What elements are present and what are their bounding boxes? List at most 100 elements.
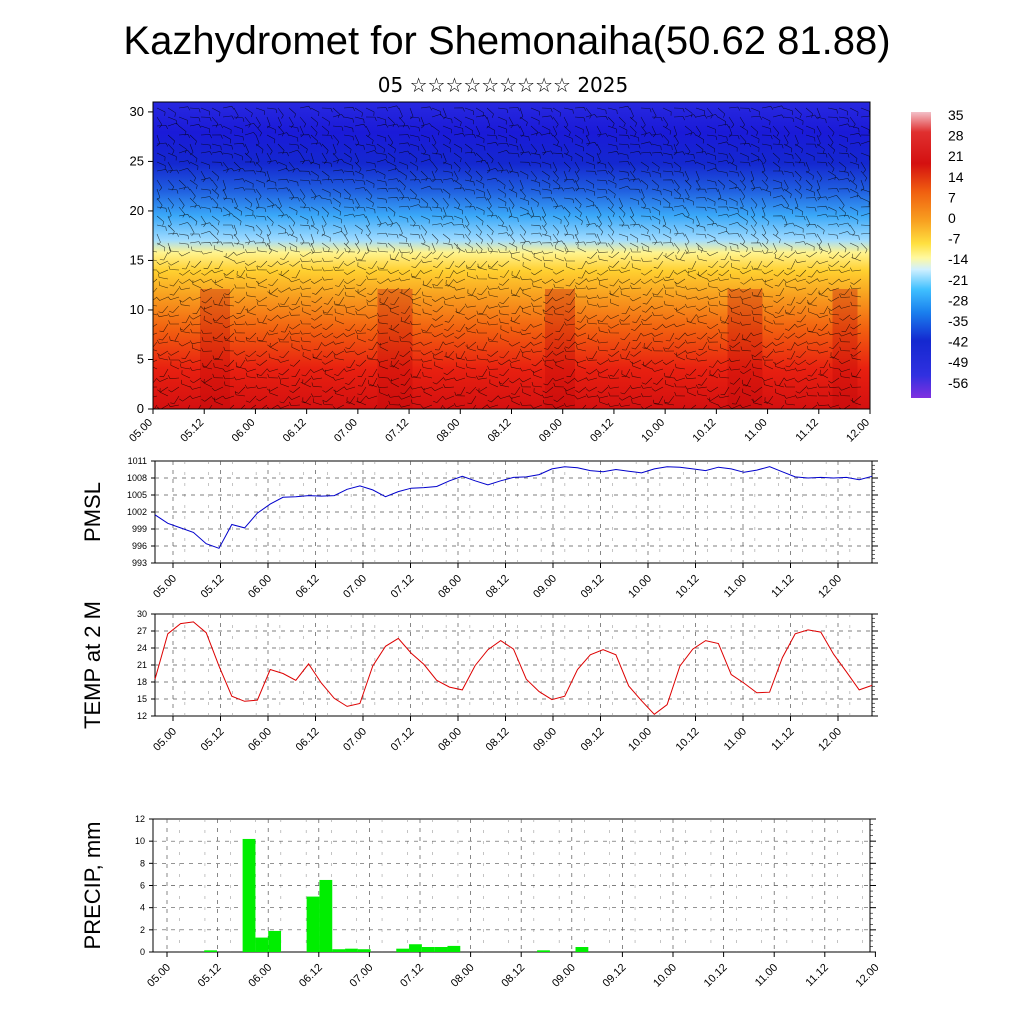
x-tick-label: 08.12 xyxy=(484,726,512,754)
colorbar-label: 7 xyxy=(948,189,956,205)
y-tick-label: 12 xyxy=(135,814,145,824)
x-tick-label: 08.12 xyxy=(499,962,527,990)
y-tick-label: 21 xyxy=(137,660,147,670)
x-tick-label: 10.00 xyxy=(651,962,679,990)
x-tick-label: 10.12 xyxy=(674,573,702,601)
x-tick-label: 06.00 xyxy=(246,726,274,754)
x-tick-label: 11.00 xyxy=(722,726,749,753)
x-tick-label: 07.12 xyxy=(389,726,417,754)
x-tick-label: 06.12 xyxy=(297,962,325,990)
cross-section-panel: 0 5 10 15 20 25 30 05.00 05.12 06.00 06.12 07.00 07… xyxy=(127,101,872,445)
x-tick-label: 09.12 xyxy=(579,573,607,601)
y-tick-label: 1011 xyxy=(128,456,147,466)
x-tick-label: 10.12 xyxy=(702,962,730,990)
precip-bar xyxy=(409,944,422,952)
precip-bar xyxy=(434,947,448,952)
warm-column xyxy=(377,289,413,409)
x-tick-label: 07.12 xyxy=(398,962,426,990)
x-tick-label: 09.00 xyxy=(531,726,559,754)
x-tick-label: 07.00 xyxy=(348,962,376,990)
y-tick-label: 15 xyxy=(137,694,147,704)
x-tick-label: 06.12 xyxy=(281,417,309,445)
precip-bar xyxy=(268,930,282,952)
warm-column xyxy=(832,289,858,409)
colorbar-label: -21 xyxy=(948,272,968,288)
chart-title: Kazhydromet for Shemonaiha(50.62 81.88) xyxy=(123,19,890,63)
x-tick-label: 05.00 xyxy=(151,573,179,601)
x-tick-label: 08.00 xyxy=(436,726,464,754)
x-tick-label: 12.00 xyxy=(844,417,872,445)
y-tick-label: 4 xyxy=(140,903,145,913)
wind-barbs xyxy=(153,105,870,409)
x-tick-label: 08.12 xyxy=(484,573,512,601)
x-tick-label: 05.00 xyxy=(127,417,155,445)
x-tick-label: 10.00 xyxy=(626,726,654,754)
x-tick-label: 05.00 xyxy=(145,962,173,990)
colorbar-label: -7 xyxy=(948,231,961,247)
x-tick-label: 07.12 xyxy=(389,573,417,601)
y-tick-label: 993 xyxy=(132,558,147,568)
x-tick-label: 06.00 xyxy=(246,573,274,601)
x-tick-label: 11.00 xyxy=(753,962,780,989)
x-tick-label: 08.00 xyxy=(436,573,464,601)
series-line xyxy=(154,466,873,549)
y-axis-label: TEMP at 2 M xyxy=(80,601,105,729)
precip-bar xyxy=(306,896,320,952)
y-axis-label: PRECIP, mm xyxy=(80,822,105,950)
x-tick-label: 09.12 xyxy=(579,726,607,754)
y-tick-label: 18 xyxy=(137,677,147,687)
plot-frame xyxy=(154,460,873,564)
precip-bar xyxy=(319,879,333,952)
colorbar-label: 14 xyxy=(948,169,964,185)
precip-bar xyxy=(396,948,410,952)
colorbar-label: -49 xyxy=(948,354,968,370)
y-tick-label: 20 xyxy=(130,203,144,218)
x-tick-label: 12.00 xyxy=(854,962,882,990)
y-tick-label: 1005 xyxy=(127,490,147,500)
x-tick-label: 06.12 xyxy=(294,573,322,601)
precip-bar xyxy=(421,947,435,952)
precip-panel: 05.00 05.12 06.00 06.12 07.00 07.12 08.00 08.12… xyxy=(80,814,882,990)
colorbar-label: -28 xyxy=(948,292,968,308)
warm-column xyxy=(727,289,763,409)
y-tick-label: 15 xyxy=(130,252,144,267)
colorbar-label: -35 xyxy=(948,313,968,329)
x-tick-label: 10.00 xyxy=(626,573,654,601)
x-tick-label: 10.12 xyxy=(691,417,719,445)
x-tick-label: 05.12 xyxy=(196,962,224,990)
x-tick-label: 11.12 xyxy=(794,417,821,444)
x-tick-label: 06.12 xyxy=(294,726,322,754)
wind-barb-lines xyxy=(153,105,870,409)
y-tick-label: 30 xyxy=(130,104,144,119)
x-tick-label: 12.00 xyxy=(816,726,844,754)
x-tick-label: 06.00 xyxy=(246,962,274,990)
precip-bar xyxy=(332,949,346,952)
y-tick-label: 1002 xyxy=(127,507,147,517)
y-tick-label: 6 xyxy=(140,881,145,891)
y-tick-label: 25 xyxy=(130,153,144,168)
x-tick-label: 05.12 xyxy=(178,417,206,445)
x-tick-label: 09.00 xyxy=(550,962,578,990)
plot-frame xyxy=(152,818,871,953)
colorbar: 35 28 21 14 7 0 -7 -14 -21 -28 -35 -42 -49 -56 xyxy=(911,107,968,398)
x-tick-label: 11.00 xyxy=(722,573,749,600)
precip-bar xyxy=(537,950,550,952)
y-tick-label: 0 xyxy=(140,947,145,957)
precip-bar xyxy=(242,838,256,952)
precip-bar xyxy=(345,948,358,952)
y-tick-label: 10 xyxy=(135,836,145,846)
y-tick-label: 999 xyxy=(132,524,147,534)
precip-bar xyxy=(575,947,589,952)
precip-bar xyxy=(447,945,461,952)
plot-frame xyxy=(154,613,873,717)
colorbar-gradient xyxy=(911,112,931,398)
x-tick-label: 07.00 xyxy=(341,726,369,754)
x-tick-label: 06.00 xyxy=(230,417,258,445)
y-tick-label: 1008 xyxy=(127,473,147,483)
x-tick-label: 09.12 xyxy=(601,962,629,990)
x-tick-label: 05.12 xyxy=(199,726,227,754)
y-tick-label: 996 xyxy=(132,541,147,551)
colorbar-label: 21 xyxy=(948,148,964,164)
y-tick-label: 8 xyxy=(140,858,145,868)
y-tick-label: 24 xyxy=(137,643,147,653)
